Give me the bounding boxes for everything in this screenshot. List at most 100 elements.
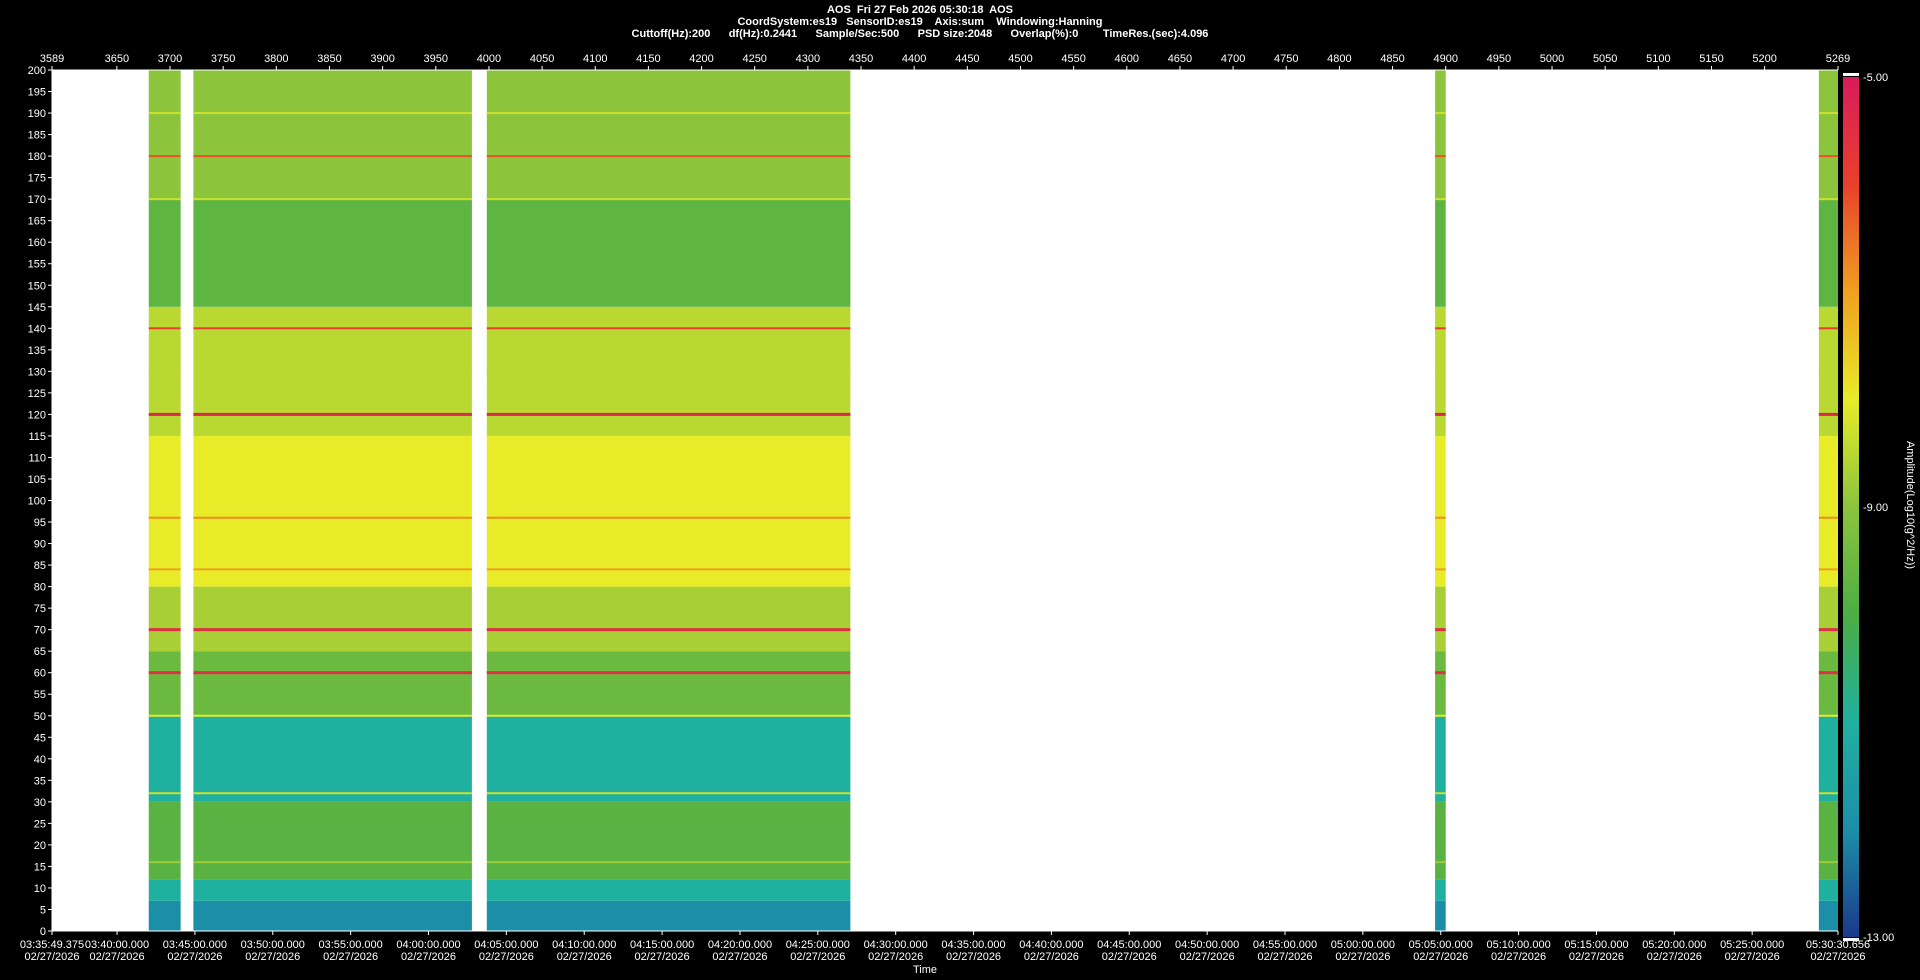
spectral-line bbox=[1435, 198, 1446, 201]
spectral-line bbox=[1818, 792, 1838, 795]
spectral-line bbox=[193, 714, 472, 717]
spectral-band bbox=[193, 70, 472, 200]
header-params-2: Cuttoff(Hz):200 df(Hz):0.2441 Sample/Sec… bbox=[631, 28, 1209, 40]
spectral-band bbox=[148, 900, 181, 931]
top-tick-label: 5100 bbox=[1646, 53, 1670, 65]
spectral-line bbox=[1435, 861, 1446, 864]
x-axis-label: Time bbox=[912, 964, 938, 976]
spectral-line bbox=[148, 412, 181, 416]
date-tick-label: 02/27/2026 bbox=[790, 951, 845, 963]
time-tick-label: 04:25:00.000 bbox=[786, 939, 850, 951]
spectral-line bbox=[148, 568, 181, 571]
spectral-line bbox=[193, 568, 472, 571]
spectral-line bbox=[486, 327, 851, 330]
spectral-line bbox=[1818, 568, 1838, 571]
time-tick-label: 03:40:00.000 bbox=[85, 939, 149, 951]
date-tick-label: 02/27/2026 bbox=[401, 951, 456, 963]
y-tick-label: 35 bbox=[34, 775, 46, 787]
time-tick-label: 05:15:00.000 bbox=[1564, 939, 1628, 951]
top-tick-label: 4500 bbox=[1008, 53, 1032, 65]
spectral-line bbox=[193, 112, 472, 115]
top-tick-label: 4350 bbox=[849, 53, 873, 65]
date-tick-label: 02/27/2026 bbox=[946, 951, 1001, 963]
date-tick-label: 02/27/2026 bbox=[167, 951, 222, 963]
top-tick-label: 4600 bbox=[1115, 53, 1139, 65]
spectral-band bbox=[148, 715, 181, 802]
top-tick-label: 4200 bbox=[689, 53, 713, 65]
top-tick-label: 3800 bbox=[264, 53, 288, 65]
spectral-line bbox=[1435, 155, 1446, 158]
time-tick-label: 04:10:00.000 bbox=[552, 939, 616, 951]
spectral-line bbox=[1818, 112, 1838, 115]
y-tick-label: 120 bbox=[28, 409, 46, 421]
spectral-line bbox=[148, 714, 181, 717]
spectral-band bbox=[486, 715, 851, 802]
time-tick-label: 03:45:00.000 bbox=[163, 939, 227, 951]
spectral-band bbox=[486, 900, 851, 931]
date-tick-label: 02/27/2026 bbox=[1810, 951, 1865, 963]
spectral-line bbox=[1818, 370, 1838, 373]
spectral-band bbox=[148, 801, 181, 880]
y-tick-label: 80 bbox=[34, 582, 46, 594]
date-tick-label: 02/27/2026 bbox=[24, 951, 79, 963]
spectral-line bbox=[193, 370, 472, 373]
top-tick-label: 4900 bbox=[1433, 53, 1457, 65]
y-tick-label: 150 bbox=[28, 280, 46, 292]
colorbar-tick-label: -13.00 bbox=[1863, 932, 1894, 944]
time-tick-label: 03:35:49.375 bbox=[20, 939, 84, 951]
date-tick-label: 02/27/2026 bbox=[1725, 951, 1780, 963]
data-segment bbox=[1818, 70, 1838, 931]
spectral-line bbox=[193, 516, 472, 519]
spectral-band bbox=[148, 586, 181, 652]
date-tick-label: 02/27/2026 bbox=[1257, 951, 1312, 963]
y-tick-label: 0 bbox=[40, 926, 46, 938]
top-tick-label: 3850 bbox=[317, 53, 341, 65]
date-tick-label: 02/27/2026 bbox=[1024, 951, 1079, 963]
spectral-band bbox=[148, 651, 181, 716]
spectral-line bbox=[193, 327, 472, 330]
time-tick-label: 04:55:00.000 bbox=[1253, 939, 1317, 951]
date-tick-label: 02/27/2026 bbox=[1569, 951, 1624, 963]
date-tick-label: 02/27/2026 bbox=[1335, 951, 1390, 963]
date-tick-label: 02/27/2026 bbox=[635, 951, 690, 963]
spectral-band bbox=[1818, 900, 1838, 931]
time-tick-label: 04:35:00.000 bbox=[941, 939, 1005, 951]
top-tick-label: 4450 bbox=[955, 53, 979, 65]
y-tick-label: 200 bbox=[28, 65, 46, 77]
spectral-band bbox=[486, 70, 851, 200]
spectral-line bbox=[1818, 671, 1838, 675]
y-tick-label: 140 bbox=[28, 323, 46, 335]
top-tick-label: 3589 bbox=[40, 53, 64, 65]
y-tick-label: 50 bbox=[34, 711, 46, 723]
y-tick-label: 190 bbox=[28, 108, 46, 120]
spectral-line bbox=[486, 714, 851, 717]
y-tick-label: 60 bbox=[34, 668, 46, 680]
spectral-band bbox=[193, 651, 472, 716]
y-tick-label: 160 bbox=[28, 237, 46, 249]
spectral-line bbox=[148, 861, 181, 864]
spectral-line bbox=[1435, 327, 1446, 330]
time-tick-label: 04:00:00.000 bbox=[396, 939, 460, 951]
top-tick-label: 3900 bbox=[370, 53, 394, 65]
spectral-band bbox=[193, 900, 472, 931]
time-tick-label: 04:15:00.000 bbox=[630, 939, 694, 951]
date-tick-label: 02/27/2026 bbox=[479, 951, 534, 963]
plot-area bbox=[52, 70, 1838, 931]
time-tick-label: 05:05:00.000 bbox=[1409, 939, 1473, 951]
top-tick-label: 5150 bbox=[1699, 53, 1723, 65]
spectral-line bbox=[148, 516, 181, 519]
spectral-line bbox=[486, 112, 851, 115]
spectral-line bbox=[1818, 155, 1838, 158]
top-tick-label: 4950 bbox=[1487, 53, 1511, 65]
y-tick-label: 100 bbox=[28, 496, 46, 508]
spectral-band bbox=[193, 715, 472, 802]
spectral-line bbox=[1818, 628, 1838, 632]
spectral-line bbox=[486, 568, 851, 571]
spectral-line bbox=[486, 628, 851, 632]
spectral-line bbox=[1435, 370, 1446, 373]
top-tick-label: 5269 bbox=[1826, 53, 1850, 65]
spectral-line bbox=[486, 155, 851, 158]
date-tick-label: 02/27/2026 bbox=[1491, 951, 1546, 963]
spectral-line bbox=[1818, 412, 1838, 416]
spectral-line bbox=[486, 861, 851, 864]
